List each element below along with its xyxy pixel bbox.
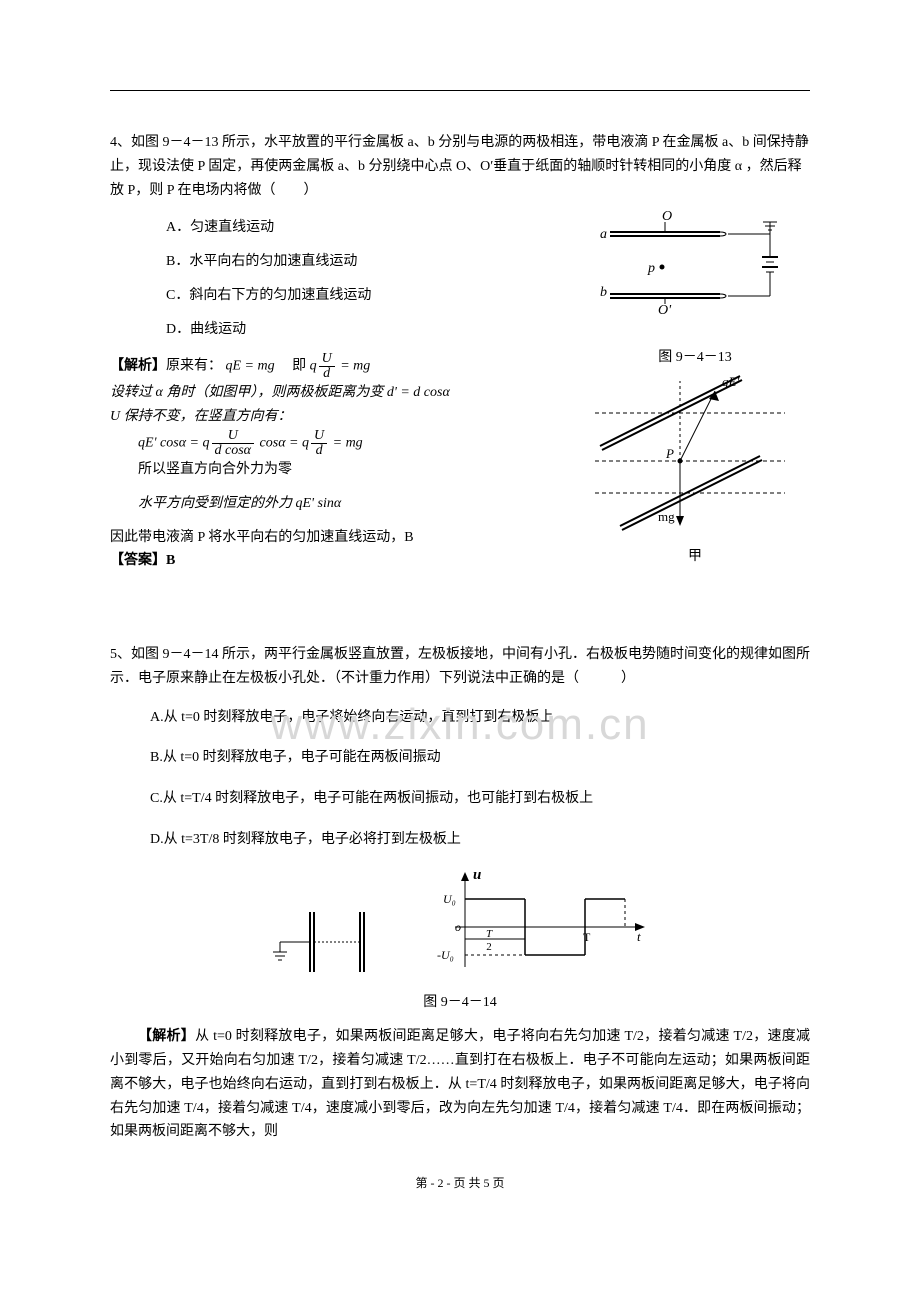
q4-lead: 4、如图 9－4－13 所示，水平放置的平行金属板 a、b 分别与电源的两极相连…: [110, 131, 810, 202]
q5-analysis-label: 【解析】: [138, 1029, 195, 1044]
figure-9-4-13: a O p b O': [580, 202, 790, 342]
label-u: u: [473, 867, 481, 883]
q5-figures: u t o U₀ -U₀ T: [110, 867, 810, 987]
label-a: a: [600, 227, 607, 242]
label-qE: qE': [722, 374, 739, 389]
q4-option-d: D．曲线运动: [110, 318, 570, 338]
label-O: O: [662, 209, 672, 224]
q4-eq2-frac1: Ud cosα: [212, 429, 255, 458]
q4-rot-line: 设转过 α 角时（如图甲），则两极板距离为变 d' = d cosα: [110, 381, 570, 405]
fig9-4-14-caption: 图 9－4－14: [110, 991, 810, 1011]
q4-ana1-pre: 原来有：: [166, 359, 222, 374]
q4-horiz: 水平方向受到恒定的外力 qE' sinα: [110, 492, 570, 516]
q5-option-b: B.从 t=0 时刻释放电子，电子可能在两板间振动: [150, 745, 810, 772]
q4-vert-zero: 所以竖直方向合外力为零: [110, 458, 570, 482]
q5-analysis: 【解析】从 t=0 时刻释放电子，如果两板间距离足够大，电子将向右先匀加速 T/…: [110, 1025, 810, 1144]
q5-lead: 5、如图 9－4－14 所示，两平行金属板竖直放置，左极板接地，中间有小孔．右极…: [110, 643, 810, 691]
q4-eq1-right: = mg: [337, 359, 371, 374]
label-T2num: T: [486, 928, 493, 940]
q4-analysis-line1: 【解析】原来有： qE = mg 即 qUd = mg: [110, 352, 570, 381]
fig-jia-caption: 甲: [580, 545, 810, 565]
analysis-label: 【解析】: [110, 359, 166, 374]
label-P2: P: [665, 446, 674, 461]
q4-ana1-mid: 即: [278, 359, 310, 374]
label-t: t: [637, 929, 641, 944]
q5-option-c: C.从 t=T/4 时刻释放电子，电子可能在两板间振动，也可能打到右极板上: [150, 786, 810, 813]
q5-analysis-text: 从 t=0 时刻释放电子，如果两板间距离足够大，电子将向右先匀加速 T/2，接着…: [110, 1029, 810, 1139]
figure-plates: [265, 897, 395, 987]
question-4: 4、如图 9－4－13 所示，水平放置的平行金属板 a、b 分别与电源的两极相连…: [110, 131, 810, 573]
q4-option-a: A．匀速直线运动: [110, 216, 570, 236]
label-O2: O': [658, 303, 672, 318]
top-rule: [110, 90, 810, 91]
label-minusU0: -U₀: [437, 948, 454, 962]
q4-answer: 【答案】B: [110, 549, 570, 573]
label-T: T: [583, 930, 591, 944]
label-T2den: 2: [486, 941, 492, 953]
question-5: 5、如图 9－4－14 所示，两平行金属板竖直放置，左极板接地，中间有小孔．右极…: [110, 643, 810, 1144]
q4-eq1-q: q: [310, 359, 317, 374]
q4-eq1-frac: Ud: [319, 352, 335, 381]
figure-jia: P qE' mg: [580, 366, 800, 541]
q4-u-line: U 保持不变，在竖直方向有：: [110, 405, 570, 429]
fig9-4-13-caption: 图 9－4－13: [580, 346, 810, 366]
q5-option-d: D.从 t=3T/8 时刻释放电子，电子必将打到左极板上: [150, 827, 810, 854]
label-o: o: [455, 920, 461, 934]
q4-conclusion: 因此带电液滴 P 将水平向右的匀加速直线运动，B: [110, 526, 570, 550]
q4-option-b: B．水平向右的匀加速直线运动: [110, 250, 570, 270]
q4-eq2-frac2: Ud: [311, 429, 327, 458]
page-footer: 第 - 2 - 页 共 5 页: [110, 1174, 810, 1191]
label-p: p: [647, 261, 655, 276]
q5-option-a: A.从 t=0 时刻释放电子，电子将始终向右运动，直到打到右极板上: [150, 705, 810, 732]
q4-eq1-left: qE = mg: [226, 359, 275, 374]
figure-ut-graph: u t o U₀ -U₀ T: [425, 867, 655, 987]
q4-option-c: C．斜向右下方的匀加速直线运动: [110, 284, 570, 304]
label-mg: mg: [658, 509, 675, 524]
label-b: b: [600, 285, 607, 300]
label-U0: U₀: [443, 892, 456, 906]
q4-eq2: qE' cosα = qUd cosα cosα = qUd = mg: [110, 429, 570, 458]
